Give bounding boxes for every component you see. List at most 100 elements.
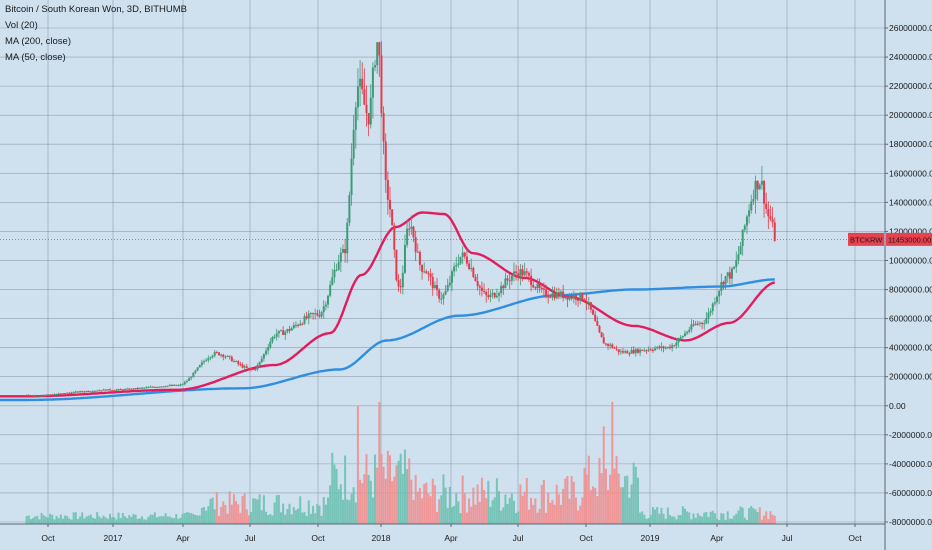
volume-bar [636, 477, 639, 524]
volume-bar [365, 454, 368, 524]
candle-body [38, 395, 41, 397]
price-tag-value: 11453000.00 [888, 235, 931, 244]
candle-body [36, 395, 39, 397]
volume-bar [213, 509, 216, 524]
candle-body [309, 313, 312, 315]
volume-bar [279, 512, 282, 524]
candle-body [397, 280, 400, 287]
ma200-indicator-label[interactable]: MA (200, close) [5, 36, 71, 47]
candle-body [173, 384, 176, 386]
candle-body [386, 179, 389, 200]
y-axis[interactable]: 26000000.00 24000000.00 22000000.00 2000000… [884, 0, 932, 550]
volume-bar [200, 507, 203, 524]
candle-body [538, 283, 541, 289]
candle-body [211, 355, 214, 358]
volume-bar [696, 513, 699, 524]
volume-bar [671, 516, 674, 524]
candle-body [598, 325, 601, 333]
candle-body [502, 285, 505, 289]
candle-body [331, 277, 334, 285]
candle-body [168, 385, 171, 387]
candle-body [728, 272, 731, 279]
x-tick-label: 2017 [104, 533, 123, 543]
candle-body [545, 289, 548, 297]
x-tick-label: Apr [710, 533, 723, 543]
candle-body [271, 337, 274, 342]
candle-body [530, 275, 533, 285]
volume-bar [568, 498, 571, 524]
volume-bar [688, 512, 691, 524]
candle-body [275, 333, 278, 337]
volume-bar [198, 515, 201, 524]
volume-bar [589, 490, 592, 524]
y-tick-label: -2000000.00 [889, 430, 932, 440]
volume-bar [329, 485, 332, 524]
candle-body [654, 348, 657, 351]
candle-body [425, 271, 428, 274]
candle-body [724, 276, 727, 285]
volume-bar [25, 516, 28, 524]
candle-body [562, 291, 565, 299]
ma50-indicator-label[interactable]: MA (50, close) [5, 52, 66, 63]
volume-bar [44, 516, 47, 524]
candle-body [485, 291, 488, 296]
candle-body [108, 389, 111, 391]
candle-body [322, 306, 325, 313]
volume-bar [446, 507, 449, 524]
volume-bar [624, 476, 627, 524]
volume-bar [596, 496, 599, 524]
candle-body [495, 295, 498, 298]
volume-bar [395, 465, 398, 524]
volume-bar [271, 515, 274, 524]
candle-body [446, 285, 449, 291]
candle-body [226, 355, 229, 357]
volume-bar [49, 513, 52, 524]
candle-body [156, 386, 159, 388]
volume-bar [681, 506, 684, 524]
volume-bar [104, 517, 107, 524]
candle-body [739, 246, 742, 255]
volume-bar [760, 519, 763, 524]
y-tick-label: 10000000.00 [889, 255, 932, 265]
candle-body [690, 324, 693, 330]
candle-body [162, 386, 165, 388]
candle-body [607, 343, 610, 346]
volume-bar [485, 498, 488, 524]
volume-bar [604, 468, 607, 524]
volume-bar [756, 512, 759, 524]
x-axis[interactable]: Oct 2017 Apr Jul Oct 2018 Apr Jul Oct 2019 Apr Jul O… [0, 523, 885, 543]
candle-body [679, 337, 682, 339]
candle-body [341, 249, 344, 253]
volume-bar [100, 518, 103, 524]
volume-bar [397, 460, 400, 524]
candle-body [354, 107, 357, 130]
volume-bar [431, 478, 434, 524]
y-tick-label: 26000000.00 [889, 23, 932, 33]
volume-bar [425, 482, 428, 524]
volume-bar [472, 487, 475, 524]
candle-body [117, 389, 120, 391]
candle-body [609, 344, 612, 346]
candle-body [660, 346, 663, 349]
volume-bar [256, 499, 259, 524]
volume-bar [160, 516, 163, 524]
x-tick-label: Apr [444, 533, 457, 543]
volume-bar [630, 484, 633, 524]
volume-bar [643, 514, 646, 524]
volume-bar [376, 467, 379, 524]
candle-body [294, 324, 297, 326]
candle-body [765, 203, 768, 209]
volume-bar [108, 513, 111, 524]
candle-body [141, 387, 144, 389]
candle-body [686, 331, 689, 334]
candle-body [626, 351, 629, 354]
candle-body [500, 285, 503, 294]
volume-bar [288, 503, 291, 524]
candle-body [53, 394, 56, 396]
volume-bar [61, 518, 64, 524]
candle-body [666, 346, 669, 348]
volume-indicator-label[interactable]: Vol (20) [5, 20, 38, 31]
volume-bar [538, 508, 541, 524]
volume-bar [698, 515, 701, 524]
